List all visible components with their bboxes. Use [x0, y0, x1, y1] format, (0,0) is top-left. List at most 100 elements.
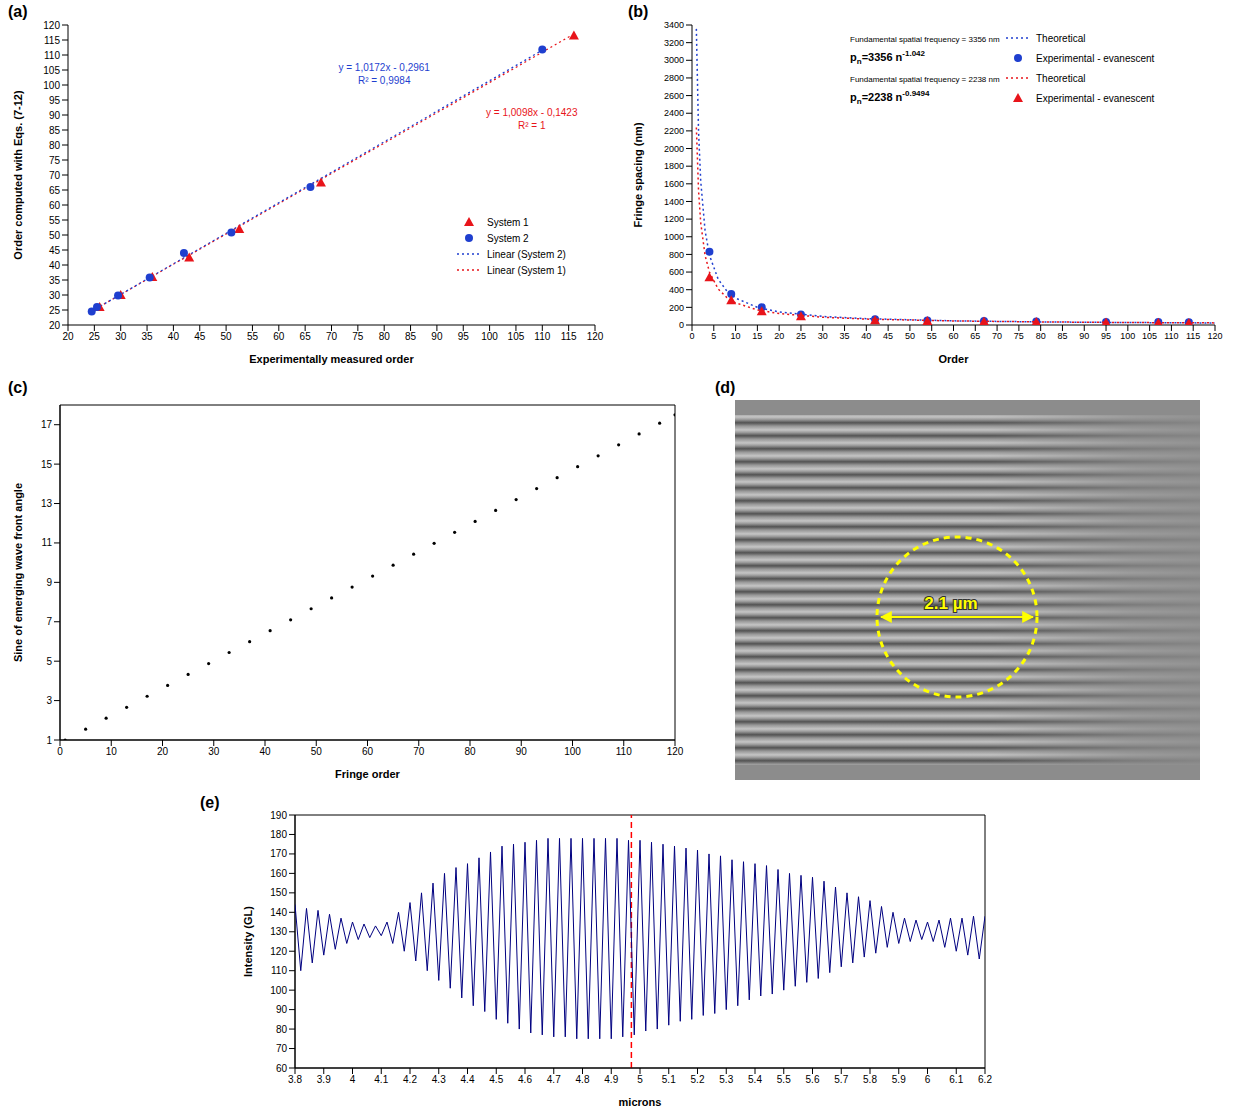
svg-text:0: 0 [57, 746, 63, 757]
svg-text:microns: microns [619, 1096, 662, 1108]
svg-text:30: 30 [818, 331, 828, 341]
svg-text:100: 100 [1120, 331, 1135, 341]
svg-text:100: 100 [564, 746, 581, 757]
svg-text:5.4: 5.4 [748, 1074, 762, 1085]
svg-text:60: 60 [948, 331, 958, 341]
svg-text:80: 80 [49, 140, 61, 151]
svg-text:110: 110 [616, 746, 632, 757]
svg-text:140: 140 [270, 907, 287, 918]
svg-text:Fringe spacing (nm): Fringe spacing (nm) [632, 122, 644, 227]
svg-text:65: 65 [49, 185, 61, 196]
svg-text:90: 90 [1079, 331, 1089, 341]
svg-text:160: 160 [270, 868, 287, 879]
svg-text:4.8: 4.8 [576, 1074, 590, 1085]
svg-text:20: 20 [157, 746, 169, 757]
svg-text:2400: 2400 [664, 108, 684, 118]
svg-text:9: 9 [46, 577, 52, 588]
svg-text:0: 0 [689, 331, 694, 341]
svg-text:25: 25 [796, 331, 806, 341]
svg-text:5.9: 5.9 [892, 1074, 906, 1085]
svg-text:100: 100 [43, 80, 60, 91]
svg-text:60: 60 [273, 331, 285, 342]
svg-text:90: 90 [431, 331, 443, 342]
svg-text:5.1: 5.1 [662, 1074, 676, 1085]
svg-text:100: 100 [270, 985, 287, 996]
svg-text:95: 95 [458, 331, 470, 342]
svg-text:35: 35 [49, 275, 61, 286]
svg-text:180: 180 [270, 829, 287, 840]
svg-text:R² = 1: R² = 1 [518, 120, 546, 131]
svg-text:65: 65 [970, 331, 980, 341]
svg-text:1400: 1400 [664, 197, 684, 207]
svg-text:75: 75 [352, 331, 364, 342]
svg-text:40: 40 [49, 260, 61, 271]
svg-text:50: 50 [905, 331, 915, 341]
svg-text:3000: 3000 [664, 55, 684, 65]
svg-text:4.4: 4.4 [461, 1074, 475, 1085]
svg-text:10: 10 [731, 331, 741, 341]
svg-text:5.7: 5.7 [834, 1074, 848, 1085]
svg-text:5: 5 [637, 1074, 643, 1085]
svg-text:150: 150 [270, 887, 287, 898]
svg-text:5: 5 [46, 656, 52, 667]
svg-text:Intensity (GL): Intensity (GL) [242, 906, 254, 977]
svg-text:120: 120 [43, 20, 60, 31]
svg-text:40: 40 [168, 331, 180, 342]
svg-text:6.1: 6.1 [949, 1074, 963, 1085]
svg-text:y = 1,0172x - 0,2961: y = 1,0172x - 0,2961 [338, 62, 430, 73]
svg-text:15: 15 [41, 459, 53, 470]
svg-text:120: 120 [270, 946, 287, 957]
svg-text:30: 30 [115, 331, 127, 342]
svg-text:115: 115 [44, 35, 60, 46]
svg-text:95: 95 [1101, 331, 1111, 341]
svg-text:80: 80 [379, 331, 391, 342]
svg-text:80: 80 [276, 1024, 288, 1035]
svg-text:2000: 2000 [664, 144, 684, 154]
svg-text:1200: 1200 [664, 214, 684, 224]
svg-text:120: 120 [667, 746, 684, 757]
svg-text:30: 30 [208, 746, 220, 757]
svg-text:4.1: 4.1 [374, 1074, 388, 1085]
svg-text:110: 110 [534, 331, 550, 342]
svg-text:400: 400 [669, 285, 684, 295]
svg-text:45: 45 [883, 331, 893, 341]
svg-text:50: 50 [49, 230, 61, 241]
svg-text:4.3: 4.3 [432, 1074, 446, 1085]
svg-text:5.5: 5.5 [777, 1074, 791, 1085]
svg-text:Experimentally measured order: Experimentally measured order [249, 353, 414, 365]
svg-text:65: 65 [300, 331, 312, 342]
svg-text:20: 20 [774, 331, 784, 341]
svg-text:100: 100 [481, 331, 498, 342]
svg-text:105: 105 [508, 331, 525, 342]
svg-text:6: 6 [925, 1074, 931, 1085]
svg-text:50: 50 [311, 746, 323, 757]
svg-text:90: 90 [516, 746, 528, 757]
svg-text:0: 0 [679, 320, 684, 330]
svg-text:15: 15 [752, 331, 762, 341]
svg-text:600: 600 [669, 267, 684, 277]
svg-text:90: 90 [49, 110, 61, 121]
svg-text:70: 70 [992, 331, 1002, 341]
svg-text:4: 4 [350, 1074, 356, 1085]
svg-text:90: 90 [276, 1004, 288, 1015]
svg-text:5.8: 5.8 [863, 1074, 877, 1085]
svg-text:y = 1,0098x - 0,1423: y = 1,0098x - 0,1423 [486, 107, 578, 118]
svg-text:50: 50 [221, 331, 233, 342]
svg-text:190: 190 [270, 810, 287, 821]
svg-text:55: 55 [49, 215, 61, 226]
svg-text:170: 170 [270, 848, 287, 859]
svg-text:6.2: 6.2 [978, 1074, 992, 1085]
svg-text:Sine of emerging wave front an: Sine of emerging wave front angle [12, 483, 24, 662]
svg-text:40: 40 [259, 746, 271, 757]
svg-text:5: 5 [711, 331, 716, 341]
svg-text:2.1 µm: 2.1 µm [924, 594, 977, 613]
svg-text:30: 30 [49, 290, 61, 301]
svg-text:35: 35 [141, 331, 153, 342]
svg-text:75: 75 [49, 155, 61, 166]
svg-text:110: 110 [1164, 331, 1178, 341]
svg-text:75: 75 [1014, 331, 1024, 341]
svg-text:11: 11 [42, 537, 53, 548]
svg-text:70: 70 [49, 170, 61, 181]
svg-text:105: 105 [43, 65, 60, 76]
svg-text:40: 40 [861, 331, 871, 341]
